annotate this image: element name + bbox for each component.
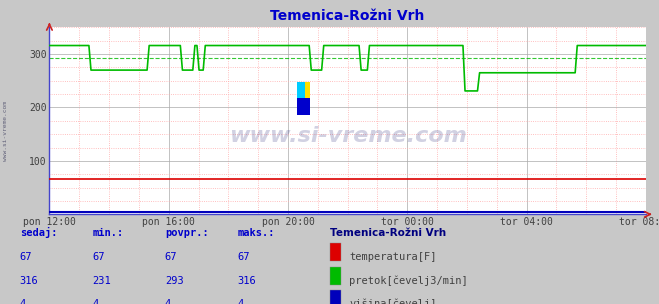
Text: povpr.:: povpr.: bbox=[165, 228, 208, 238]
FancyBboxPatch shape bbox=[330, 267, 341, 285]
Text: maks.:: maks.: bbox=[237, 228, 275, 238]
Title: Temenica-Rožni Vrh: Temenica-Rožni Vrh bbox=[270, 9, 425, 23]
Text: 67: 67 bbox=[20, 252, 32, 262]
Text: 4: 4 bbox=[165, 299, 171, 304]
Text: 4: 4 bbox=[92, 299, 98, 304]
Text: 316: 316 bbox=[237, 275, 256, 285]
Text: 4: 4 bbox=[237, 299, 243, 304]
Text: 231: 231 bbox=[92, 275, 111, 285]
Text: www.si-vreme.com: www.si-vreme.com bbox=[3, 101, 8, 161]
Text: 4: 4 bbox=[20, 299, 26, 304]
Text: 67: 67 bbox=[237, 252, 250, 262]
Text: temperatura[F]: temperatura[F] bbox=[349, 252, 437, 262]
Bar bbox=[297, 98, 310, 115]
Text: pretok[čevelj3/min]: pretok[čevelj3/min] bbox=[349, 275, 468, 285]
FancyBboxPatch shape bbox=[330, 243, 341, 261]
Text: min.:: min.: bbox=[92, 228, 123, 238]
Text: 293: 293 bbox=[165, 275, 183, 285]
Text: www.si-vreme.com: www.si-vreme.com bbox=[229, 126, 467, 146]
Bar bbox=[297, 81, 310, 115]
Bar bbox=[297, 81, 304, 115]
Text: 67: 67 bbox=[165, 252, 177, 262]
Text: višina[čevelj]: višina[čevelj] bbox=[349, 299, 437, 304]
Text: 67: 67 bbox=[92, 252, 105, 262]
FancyBboxPatch shape bbox=[330, 290, 341, 304]
Text: sedaj:: sedaj: bbox=[20, 227, 57, 238]
Text: 316: 316 bbox=[20, 275, 38, 285]
Text: Temenica-Rožni Vrh: Temenica-Rožni Vrh bbox=[330, 228, 445, 238]
